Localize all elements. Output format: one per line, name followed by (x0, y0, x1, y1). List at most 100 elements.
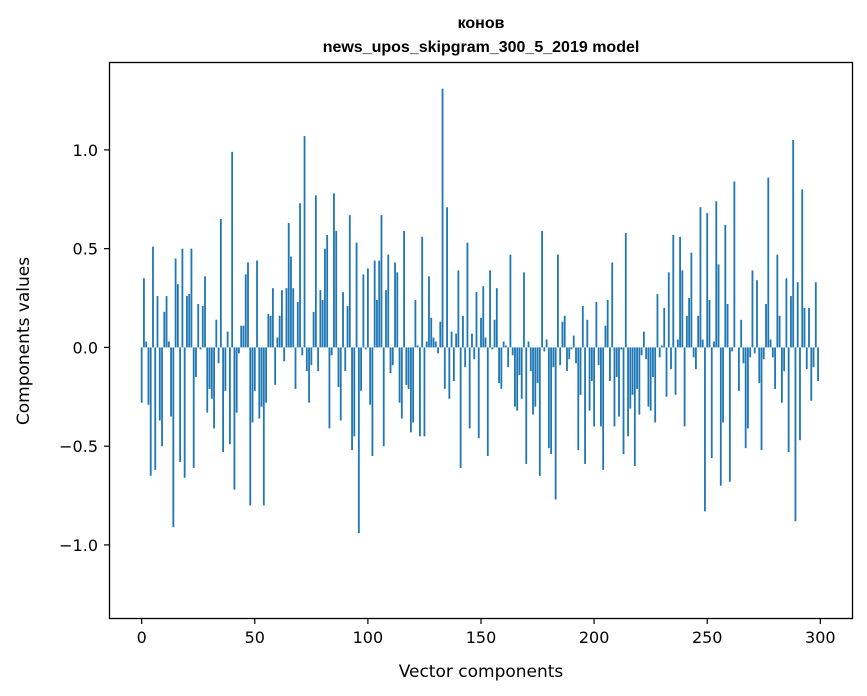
bar-228 (656, 294, 659, 348)
bar-224 (647, 347, 650, 407)
bar-96 (357, 347, 360, 534)
bar-186 (561, 321, 564, 348)
chart-subtitle: news_upos_skipgram_300_5_2019 model (323, 39, 640, 56)
bar-151 (482, 286, 485, 348)
y-tick-label: −1.0 (59, 536, 98, 555)
bar-59 (274, 347, 277, 385)
bar-180 (547, 347, 550, 449)
bar-62 (281, 290, 283, 348)
bar-293 (803, 307, 806, 348)
bar-132 (439, 321, 442, 348)
bar-265 (740, 319, 743, 348)
bar-100 (366, 268, 369, 348)
bar-259 (726, 303, 729, 348)
bar-242 (688, 298, 691, 348)
bar-247 (699, 207, 702, 348)
bar-229 (658, 347, 661, 358)
bar-18 (181, 248, 184, 348)
bar-167 (518, 347, 521, 376)
bar-209 (613, 347, 616, 427)
bar-82 (326, 234, 329, 348)
bar-237 (676, 339, 679, 348)
bar-24 (195, 347, 197, 378)
bar-9 (161, 347, 163, 447)
bar-233 (667, 272, 670, 348)
bar-173 (532, 347, 534, 415)
bar-201 (595, 301, 598, 348)
bar-33 (215, 319, 218, 348)
bar-278 (769, 339, 772, 348)
bar-275 (762, 347, 765, 360)
bar-136 (448, 347, 451, 399)
bar-117 (405, 347, 408, 385)
bar-69 (296, 301, 299, 348)
bar-112 (394, 262, 396, 348)
bar-155 (491, 347, 494, 350)
plot-frame (108, 61, 854, 620)
x-tick-label: 200 (579, 628, 610, 647)
bar-214 (624, 232, 627, 348)
bar-231 (663, 307, 666, 348)
bar-160 (502, 341, 505, 348)
bar-4 (149, 347, 152, 476)
bar-138 (452, 347, 455, 381)
bar-3 (147, 347, 150, 405)
bar-286 (787, 347, 790, 453)
bar-249 (704, 347, 706, 512)
bar-159 (500, 347, 503, 389)
bar-141 (459, 347, 462, 468)
bar-215 (627, 347, 629, 437)
y-axis-ticks: −1.0 −0.5 0.0 0.5 1.0 (59, 141, 110, 555)
bar-152 (484, 337, 487, 348)
bar-92 (348, 215, 351, 348)
bar-165 (514, 347, 516, 407)
bar-299 (817, 347, 819, 381)
bar-276 (765, 303, 767, 348)
bar-235 (672, 234, 675, 348)
bar-187 (563, 315, 566, 348)
bar-170 (525, 347, 528, 464)
bar-29 (206, 347, 209, 413)
bar-145 (468, 347, 471, 429)
bar-225 (649, 347, 652, 411)
bar-65 (287, 222, 290, 348)
bar-248 (701, 339, 704, 348)
bar-114 (398, 347, 401, 403)
x-axis-ticks: 0 50 100 150 200 250 300 (137, 618, 836, 647)
bar-6 (154, 347, 157, 470)
bar-280 (774, 347, 776, 389)
bar-38 (226, 331, 229, 348)
bar-16 (176, 284, 179, 348)
bar-31 (210, 347, 213, 399)
bar-53 (260, 347, 263, 407)
bar-169 (523, 272, 525, 348)
bar-66 (290, 256, 292, 348)
bar-221 (640, 347, 643, 356)
bar-58 (271, 288, 274, 348)
bar-272 (756, 280, 758, 348)
bar-49 (251, 347, 254, 423)
bar-176 (538, 347, 541, 476)
bar-67 (292, 288, 295, 348)
bar-236 (674, 347, 677, 395)
bar-219 (636, 347, 638, 389)
bar-7 (156, 296, 159, 348)
bar-2 (145, 341, 148, 348)
bar-257 (722, 347, 724, 423)
bar-121 (414, 300, 417, 348)
bar-192 (575, 347, 577, 364)
bar-230 (661, 345, 663, 348)
bar-271 (753, 347, 756, 354)
bar-79 (319, 290, 322, 348)
bar-34 (217, 347, 220, 364)
bar-162 (507, 347, 510, 368)
bar-154 (489, 270, 491, 348)
bar-216 (629, 347, 632, 409)
bar-178 (543, 347, 546, 352)
bar-88 (339, 347, 342, 421)
bar-171 (527, 341, 530, 348)
bar-189 (568, 347, 571, 360)
bar-63 (283, 347, 286, 362)
bar-294 (805, 347, 808, 370)
